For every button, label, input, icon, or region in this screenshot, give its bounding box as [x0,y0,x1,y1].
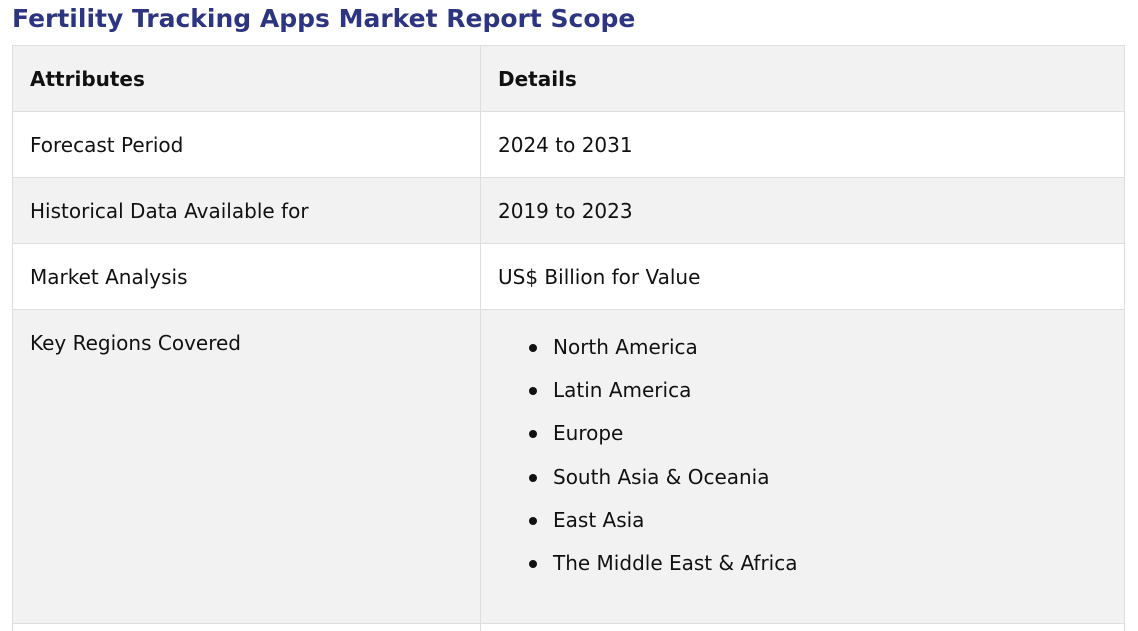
column-header-details: Details [498,67,577,91]
attribute-cell: Forecast Period [13,112,481,177]
detail-cell: US$ Billion for Value [498,265,701,289]
detail-cell: 2019 to 2023 [498,199,633,223]
regions-cell: North America Latin America Europe South… [481,310,1124,623]
table-row: Market Analysis US$ Billion for Value [13,244,1124,310]
list-item: South Asia & Oceania [529,460,1124,503]
attribute-cell: Historical Data Available for [13,178,481,243]
table-row-partial [13,624,1124,631]
detail-cell: 2024 to 2031 [498,133,633,157]
bullet-icon [529,516,537,525]
column-header-attributes: Attributes [13,46,481,111]
list-item: East Asia [529,503,1124,546]
list-item: Latin America [529,373,1124,416]
list-item: Europe [529,416,1124,459]
table-header-row: Attributes Details [13,46,1124,112]
bullet-icon [529,559,537,568]
list-item: North America [529,330,1124,373]
page-title: Fertility Tracking Apps Market Report Sc… [12,4,636,33]
report-scope-table: Attributes Details Forecast Period 2024 … [12,45,1125,631]
list-item: The Middle East & Africa [529,546,1124,589]
attribute-cell-partial [13,624,481,631]
regions-list: North America Latin America Europe South… [498,330,1124,589]
region-label: The Middle East & Africa [553,550,798,575]
table-row-key-regions: Key Regions Covered North America Latin … [13,310,1124,624]
bullet-icon [529,387,537,396]
detail-cell-partial [481,624,1124,631]
table-row: Historical Data Available for 2019 to 20… [13,178,1124,244]
attribute-cell: Market Analysis [13,244,481,309]
region-label: Latin America [553,378,692,403]
region-label: East Asia [553,507,645,532]
bullet-icon [529,473,537,482]
table-row: Forecast Period 2024 to 2031 [13,112,1124,178]
region-label: North America [553,335,698,359]
attribute-cell: Key Regions Covered [13,310,481,623]
region-label: Europe [553,421,624,446]
region-label: South Asia & Oceania [553,464,770,489]
bullet-icon [529,430,537,439]
bullet-icon [529,344,537,352]
